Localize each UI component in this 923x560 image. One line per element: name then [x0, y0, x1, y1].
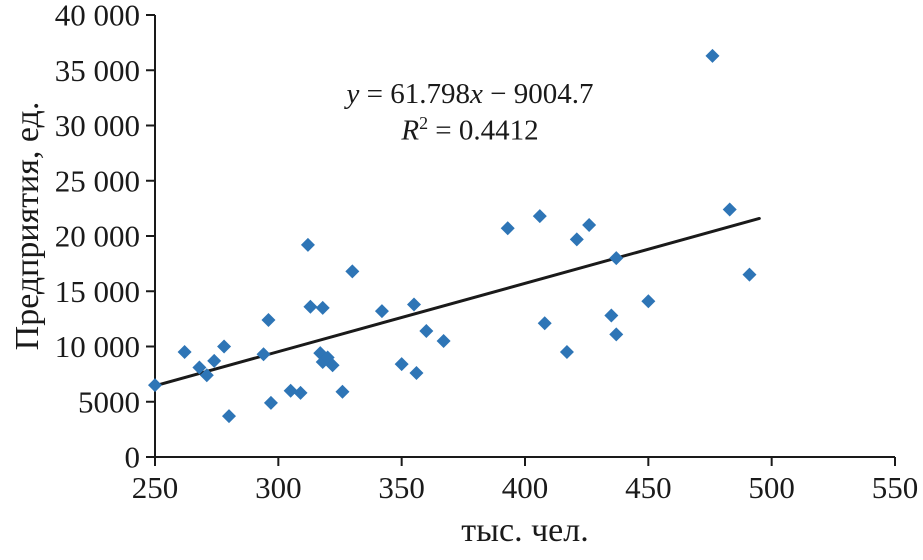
x-tick-label: 450 [625, 470, 672, 505]
data-point [199, 368, 214, 383]
data-point [303, 299, 318, 314]
x-tick-label: 400 [502, 470, 549, 505]
data-point [537, 316, 552, 331]
data-point [500, 221, 515, 236]
equation-var-x: x [470, 78, 483, 110]
data-point [283, 383, 298, 398]
x-tick-label: 300 [255, 470, 302, 505]
r-squared-exponent: 2 [419, 113, 429, 134]
equation-tail: − 9004.7 [482, 78, 594, 110]
x-tick-label: 550 [872, 470, 919, 505]
data-point [300, 237, 315, 252]
data-point [207, 353, 222, 368]
data-point [325, 358, 340, 373]
x-tick-label: 250 [132, 470, 179, 505]
x-tick-label: 500 [748, 470, 795, 505]
y-tick-label: 10 000 [55, 329, 140, 364]
trendline-annotation: y = 61.798x − 9004.7 R2 = 0.4412 [347, 76, 594, 149]
r-squared-text: R2 = 0.4412 [347, 112, 594, 149]
x-axis-title: тыс. чел. [461, 512, 589, 549]
data-point [374, 304, 389, 319]
data-point [609, 327, 624, 342]
data-point [148, 378, 162, 393]
data-point [315, 300, 330, 315]
equation-text: y = 61.798x − 9004.7 [347, 76, 594, 112]
y-tick-label: 35 000 [55, 53, 140, 88]
r-squared-var: R [401, 114, 420, 147]
data-point [559, 345, 574, 360]
y-tick-label: 0 [125, 440, 141, 475]
data-point [394, 357, 409, 372]
data-point [256, 347, 271, 362]
data-point [641, 294, 656, 309]
y-axis-title: Предприятия, ед. [9, 101, 46, 351]
data-point [742, 267, 757, 282]
y-tick-label: 20 000 [55, 219, 140, 254]
data-point [604, 308, 619, 323]
data-point [705, 48, 720, 63]
data-point [409, 366, 424, 381]
data-point [609, 251, 624, 266]
equation-mid: = 61.798 [359, 78, 470, 110]
r-squared-value: = 0.4412 [428, 114, 539, 147]
x-tick-label: 350 [378, 470, 425, 505]
data-point [217, 339, 232, 354]
data-point [263, 395, 278, 410]
data-point [407, 297, 421, 312]
y-tick-label: 15 000 [55, 274, 140, 309]
data-point [582, 217, 597, 232]
y-tick-label: 30 000 [55, 108, 140, 143]
data-point [293, 385, 308, 400]
data-point [261, 312, 276, 327]
data-point [722, 202, 737, 217]
y-tick-label: 25 000 [55, 163, 140, 198]
y-tick-label: 5000 [78, 384, 140, 419]
y-tick-label: 40 000 [55, 0, 140, 33]
data-point [419, 324, 434, 339]
data-point [532, 209, 547, 224]
data-point [222, 409, 236, 424]
equation-var-y: y [346, 78, 360, 110]
data-point [177, 345, 192, 360]
data-point [192, 360, 207, 375]
data-point [436, 333, 451, 348]
trend-line [153, 216, 761, 388]
data-point [569, 232, 584, 247]
data-point [335, 384, 350, 399]
data-point [345, 264, 360, 279]
